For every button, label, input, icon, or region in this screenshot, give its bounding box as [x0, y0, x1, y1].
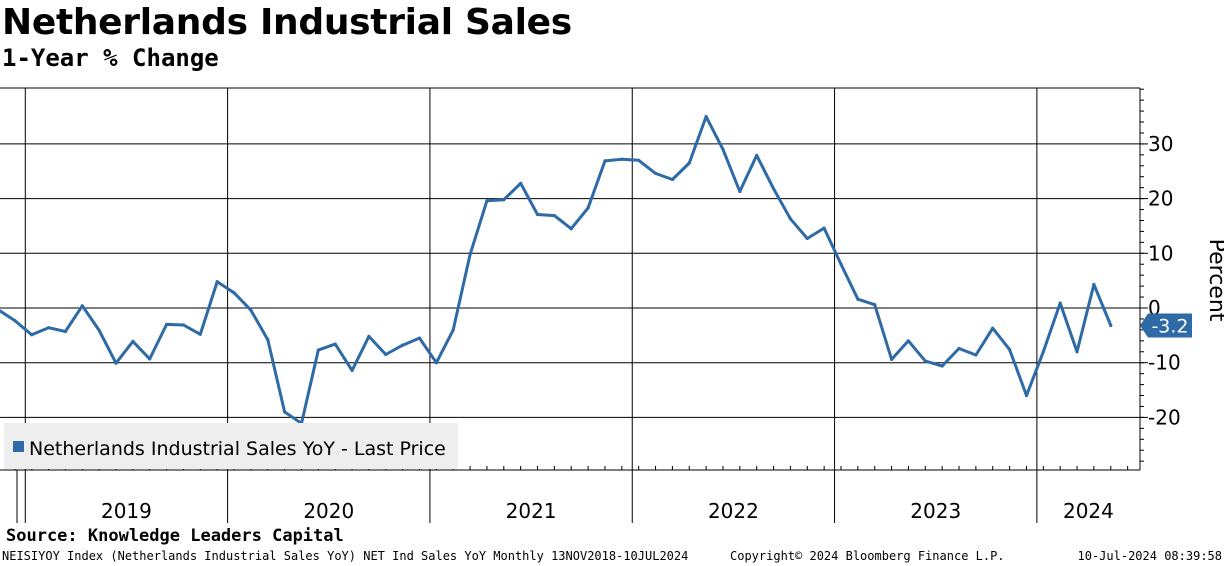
- x-axis: 2019 2020 2021 2022 2023 2024: [101, 499, 1114, 523]
- data-point: [1008, 348, 1012, 352]
- data-point: [957, 346, 961, 351]
- data-point: [502, 198, 506, 202]
- data-point: [653, 171, 658, 175]
- x-year-label: 2019: [101, 499, 152, 523]
- data-point: [822, 226, 826, 230]
- data-point: [519, 181, 523, 185]
- data-point: [974, 353, 978, 357]
- data-point: [940, 364, 944, 368]
- y-tick-label: -10: [1148, 351, 1181, 375]
- source-note: Source: Knowledge Leaders Capital: [6, 526, 344, 546]
- data-point: [1058, 301, 1062, 305]
- data-point: [80, 304, 84, 308]
- copyright: Copyright© 2024 Bloomberg Finance L.P.: [730, 549, 1005, 563]
- x-year-label: 2024: [1063, 499, 1114, 523]
- data-point: [384, 352, 388, 357]
- data-point: [839, 262, 843, 266]
- data-point: [1075, 350, 1079, 354]
- data-point: [923, 359, 927, 363]
- data-point: [552, 214, 557, 218]
- legend-label: Netherlands Industrial Sales YoY - Last …: [29, 438, 446, 460]
- data-point: [266, 338, 270, 342]
- data-point: [114, 361, 118, 365]
- y-axis-label: Percent: [1204, 239, 1224, 322]
- data-point: [249, 308, 253, 312]
- y-tick-label: -20: [1148, 405, 1181, 429]
- data-point: [367, 334, 371, 338]
- data-point: [333, 342, 337, 346]
- data-point: [738, 189, 742, 194]
- ticker-info: NEISIYOY Index (Netherlands Industrial S…: [2, 549, 689, 563]
- data-point: [906, 339, 911, 343]
- series-line: [0, 115, 1113, 425]
- last-value-label: -3.2: [1151, 316, 1188, 338]
- data-point: [417, 336, 422, 340]
- data-point: [755, 153, 759, 157]
- data-point: [316, 348, 320, 352]
- data-point: [283, 410, 287, 414]
- last-value-tag: [1140, 313, 1192, 338]
- data-point: [1024, 393, 1029, 398]
- data-point: [401, 343, 405, 347]
- data-point: [215, 280, 219, 284]
- data-point: [1041, 350, 1045, 354]
- data-point: [890, 357, 894, 361]
- data-point: [434, 361, 438, 365]
- data-point: [485, 199, 489, 203]
- data-point: [350, 368, 354, 372]
- data-point: [687, 161, 691, 165]
- chart-subtitle: 1-Year % Change: [2, 44, 219, 72]
- data-point: [620, 157, 624, 161]
- data-point: [873, 303, 877, 307]
- data-point: [991, 326, 995, 330]
- data-point: [47, 326, 51, 330]
- y-tick-label: 30: [1148, 132, 1173, 156]
- data-point: [165, 322, 169, 326]
- legend-swatch: [13, 441, 24, 452]
- grid: [0, 87, 1140, 523]
- data-point: [148, 357, 152, 361]
- data-point: [451, 328, 455, 332]
- data-point: [468, 252, 472, 256]
- data-point: [131, 339, 135, 343]
- data-point: [535, 212, 540, 217]
- data-point: [788, 217, 793, 221]
- x-year-label: 2022: [708, 499, 759, 523]
- data-point: [704, 115, 708, 119]
- data-point: [30, 333, 34, 337]
- data-point: [13, 319, 17, 323]
- x-year-label: 2023: [910, 499, 961, 523]
- data-point: [1092, 282, 1096, 287]
- data-point: [721, 147, 725, 151]
- x-year-label: 2020: [303, 499, 354, 523]
- data-point: [586, 206, 590, 210]
- data-point: [181, 323, 186, 327]
- legend-background: [4, 423, 458, 469]
- data-point: [63, 329, 67, 334]
- y-tick-label: 10: [1148, 241, 1173, 265]
- data-point: [97, 328, 101, 332]
- timestamp: 10-Jul-2024 08:39:58: [1077, 549, 1223, 563]
- chart-title: Netherlands Industrial Sales: [2, 2, 572, 43]
- legend: Netherlands Industrial Sales YoY - Last …: [4, 423, 458, 469]
- data-point: [569, 227, 573, 231]
- data-point: [805, 236, 809, 241]
- data-point: [603, 159, 607, 163]
- y-tick-label: 20: [1148, 187, 1173, 211]
- data-point: [856, 297, 860, 301]
- series-layer: [0, 115, 1113, 425]
- data-point: [637, 158, 641, 162]
- data-point: [670, 177, 675, 182]
- x-year-label: 2021: [506, 499, 557, 523]
- data-point: [198, 332, 202, 336]
- data-point: [1109, 323, 1113, 328]
- data-point: [772, 187, 776, 191]
- data-point: [232, 291, 236, 295]
